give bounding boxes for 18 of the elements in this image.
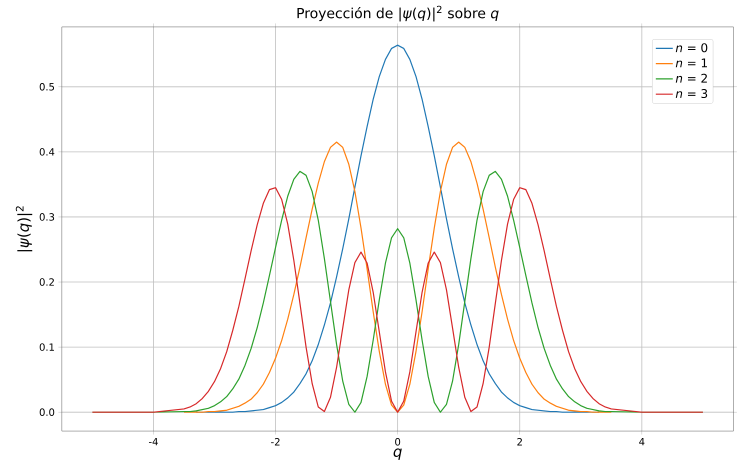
y-tick-label: 0.2 — [40, 278, 54, 286]
chart-title: Proyección de |ψ(q)|$^{2}$ sobre q — [297, 6, 499, 22]
x-tick-label: 2 — [517, 438, 522, 446]
y-tick-label: 0.4 — [40, 148, 54, 156]
x-tick-label: 0 — [395, 438, 400, 446]
y-tick-label: 0.3 — [40, 213, 54, 221]
legend-label: n = 3 — [676, 89, 708, 98]
legend-label: n = 1 — [676, 58, 707, 68]
legend-label: n = 0 — [676, 43, 708, 52]
x-tick-label: -2 — [271, 438, 280, 446]
x-tick-label: 4 — [639, 438, 644, 446]
y-tick-label: 0.1 — [40, 343, 54, 351]
y-axis-title: |ψ(q)|$^{2}$ — [16, 206, 32, 252]
x-axis-title: q — [394, 448, 402, 460]
legend-label: n = 2 — [676, 74, 707, 83]
x-tick-label: -4 — [148, 438, 158, 446]
y-tick-label: 0.5 — [40, 83, 54, 91]
y-tick-label: 0.0 — [40, 408, 54, 416]
